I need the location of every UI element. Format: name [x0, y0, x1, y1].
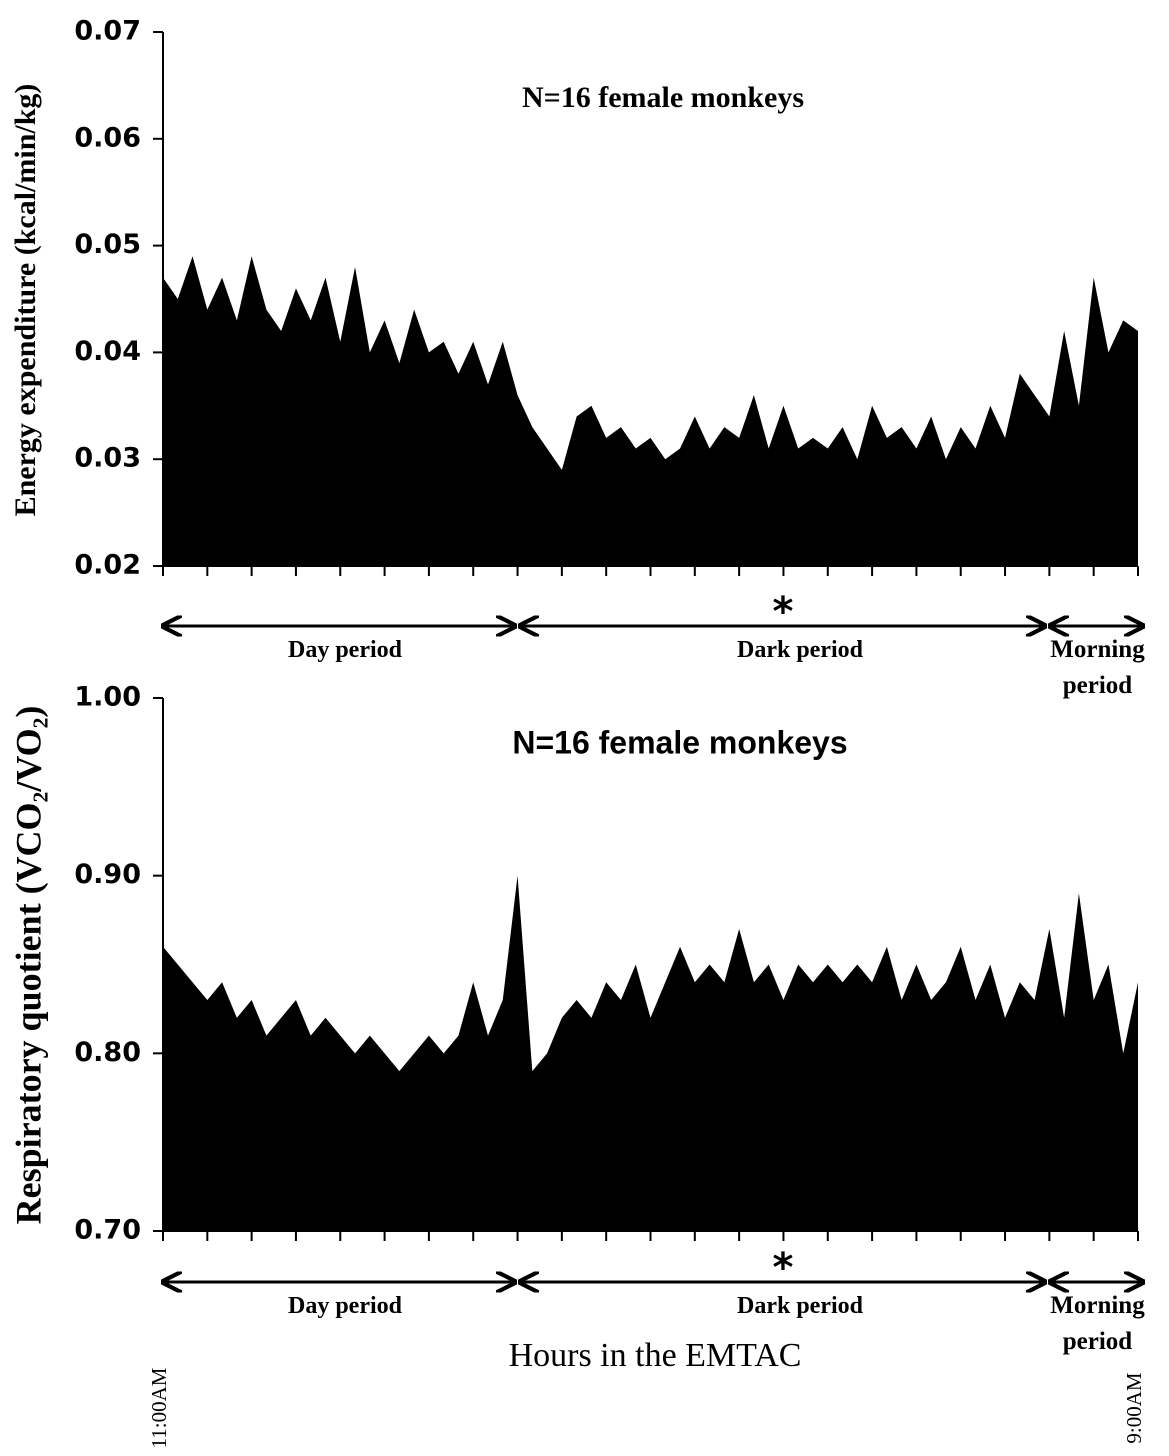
y-tick-label: 1.00	[74, 682, 141, 713]
significance-marker: *	[773, 1245, 794, 1291]
chart-title: N=16 female monkeys	[522, 81, 804, 114]
area	[163, 875, 1138, 1231]
x-tick-label: 11:00AM	[147, 1367, 171, 1448]
chart-title: N=16 female monkeys	[512, 724, 847, 760]
period-label: Morning period	[1050, 1292, 1145, 1355]
period-label: Morning period	[1050, 636, 1145, 699]
y-tick-label: 0.90	[74, 859, 141, 890]
significance-marker: *	[773, 589, 794, 635]
y-tick-label: 0.70	[74, 1215, 141, 1246]
x-axis-label: Hours in the EMTAC	[509, 1337, 802, 1374]
y-tick-label: 0.07	[74, 16, 141, 47]
y-tick-label: 0.04	[74, 336, 141, 367]
y-tick-label: 0.03	[74, 443, 141, 474]
period-label: Day period	[288, 637, 402, 663]
period-label: Dark period	[737, 637, 863, 663]
y-tick-label: 0.02	[74, 550, 141, 581]
period-label: Day period	[288, 1293, 402, 1319]
x-tick-label: 9:00AM	[1122, 1372, 1146, 1444]
y-tick-label: 0.05	[74, 229, 141, 260]
area	[163, 256, 1138, 566]
period-label: Dark period	[737, 1293, 863, 1319]
y-tick-label: 0.06	[74, 122, 141, 153]
y-axis-label: Energy expenditure (kcal/min/kg)	[9, 84, 42, 517]
y-axis-label: Respiratory quotient (VCO₂/VO₂)	[8, 706, 48, 1225]
y-tick-label: 0.80	[74, 1037, 141, 1068]
